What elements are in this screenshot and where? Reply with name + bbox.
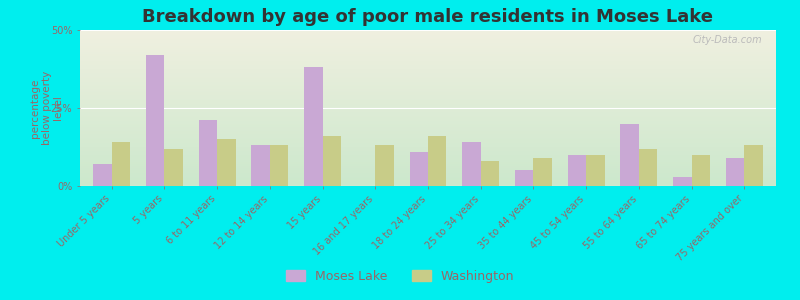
Bar [198, 121, 217, 186]
Y-axis label: percentage
below poverty
level: percentage below poverty level [30, 71, 63, 145]
Bar [428, 136, 446, 186]
Bar [726, 158, 744, 186]
Bar [251, 146, 270, 186]
Text: City-Data.com: City-Data.com [693, 35, 762, 45]
Bar [462, 142, 481, 186]
Bar [673, 177, 692, 186]
Bar [112, 142, 130, 186]
Bar [586, 155, 605, 186]
Bar [146, 55, 164, 186]
Bar [481, 161, 499, 186]
Bar [322, 136, 341, 186]
Bar [639, 148, 658, 186]
Legend: Moses Lake, Washington: Moses Lake, Washington [281, 265, 519, 288]
Bar [410, 152, 428, 186]
Bar [621, 124, 639, 186]
Title: Breakdown by age of poor male residents in Moses Lake: Breakdown by age of poor male residents … [142, 8, 714, 26]
Bar [744, 146, 763, 186]
Bar [515, 170, 534, 186]
Bar [375, 146, 394, 186]
Bar [304, 68, 322, 186]
Bar [692, 155, 710, 186]
Bar [164, 148, 183, 186]
Bar [93, 164, 112, 186]
Bar [568, 155, 586, 186]
Bar [217, 139, 235, 186]
Bar [534, 158, 552, 186]
Bar [270, 146, 288, 186]
